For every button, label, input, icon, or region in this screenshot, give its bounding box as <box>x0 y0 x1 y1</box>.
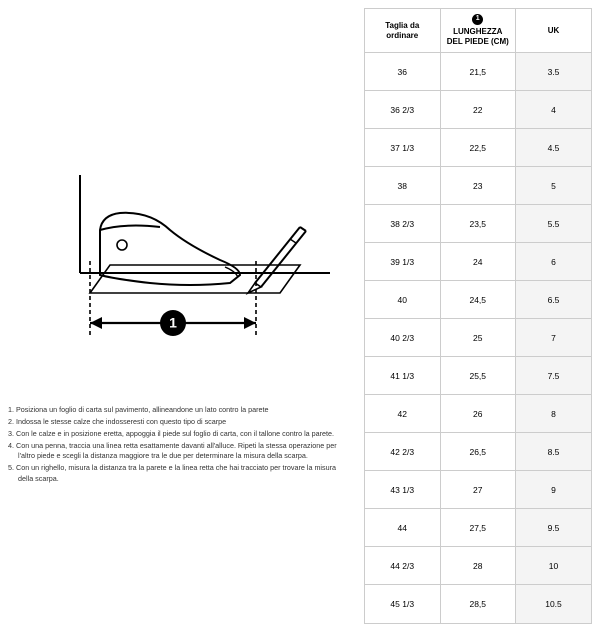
col-header-lunghezza: 1 LUNGHEZZA DEL PIEDE (CM) <box>440 9 516 53</box>
table-cell: 41 1/3 <box>365 357 441 395</box>
table-cell: 4.5 <box>516 129 592 167</box>
table-cell: 7 <box>516 319 592 357</box>
col-badge: 1 <box>472 14 483 25</box>
table-cell: 22,5 <box>440 129 516 167</box>
table-cell: 10 <box>516 547 592 585</box>
col-header-taglia: Taglia da ordinare <box>365 9 441 53</box>
table-cell: 36 2/3 <box>365 91 441 129</box>
table-cell: 21,5 <box>440 53 516 91</box>
instruction-item: 3. Con le calze e in posizione eretta, a… <box>8 429 353 439</box>
col-header-uk: UK <box>516 9 592 53</box>
instruction-text: Con le calze e in posizione eretta, appo… <box>16 429 334 438</box>
table-cell: 9.5 <box>516 509 592 547</box>
instruction-num: 1. <box>8 405 16 414</box>
table-cell: 38 2/3 <box>365 205 441 243</box>
instruction-num: 2. <box>8 417 16 426</box>
instruction-text: Con un righello, misura la distanza tra … <box>16 463 336 482</box>
table-cell: 39 1/3 <box>365 243 441 281</box>
table-row: 38235 <box>365 167 592 205</box>
size-chart: Taglia da ordinare 1 LUNGHEZZA DEL PIEDE… <box>364 8 591 623</box>
table-cell: 8 <box>516 395 592 433</box>
table-cell: 22 <box>440 91 516 129</box>
table-cell: 38 <box>365 167 441 205</box>
table-row: 44 2/32810 <box>365 547 592 585</box>
table-cell: 24,5 <box>440 281 516 319</box>
table-cell: 10.5 <box>516 585 592 623</box>
instruction-item: 5. Con un righello, misura la distanza t… <box>8 463 353 484</box>
table-cell: 6.5 <box>516 281 592 319</box>
table-cell: 37 1/3 <box>365 129 441 167</box>
instructions-list: 1. Posiziona un foglio di carta sul pavi… <box>8 405 353 486</box>
instruction-text: Posiziona un foglio di carta sul pavimen… <box>16 405 269 414</box>
table-row: 42268 <box>365 395 592 433</box>
col-header-label: UK <box>548 26 560 35</box>
table-cell: 28,5 <box>440 585 516 623</box>
table-cell: 24 <box>440 243 516 281</box>
table-cell: 44 2/3 <box>365 547 441 585</box>
table-row: 36 2/3224 <box>365 91 592 129</box>
table-cell: 8.5 <box>516 433 592 471</box>
table-row: 42 2/326,58.5 <box>365 433 592 471</box>
table-cell: 23 <box>440 167 516 205</box>
table-cell: 42 <box>365 395 441 433</box>
table-row: 45 1/328,510.5 <box>365 585 592 623</box>
col-header-label: LUNGHEZZA DEL PIEDE (CM) <box>445 27 512 47</box>
foot-measure-diagram: 1 <box>30 175 340 355</box>
table-cell: 28 <box>440 547 516 585</box>
table-row: 3621,53.5 <box>365 53 592 91</box>
table-cell: 25,5 <box>440 357 516 395</box>
table-cell: 40 2/3 <box>365 319 441 357</box>
table-row: 41 1/325,57.5 <box>365 357 592 395</box>
instruction-text: Indossa le stesse calze che indosseresti… <box>16 417 226 426</box>
diagram-svg: 1 <box>30 175 340 355</box>
table-cell: 44 <box>365 509 441 547</box>
table-cell: 6 <box>516 243 592 281</box>
table-row: 39 1/3246 <box>365 243 592 281</box>
table-cell: 25 <box>440 319 516 357</box>
instruction-num: 5. <box>8 463 16 472</box>
table-cell: 45 1/3 <box>365 585 441 623</box>
col-header-label: Taglia da ordinare <box>385 21 419 40</box>
table-header-row: Taglia da ordinare 1 LUNGHEZZA DEL PIEDE… <box>365 9 592 53</box>
table-row: 43 1/3279 <box>365 471 592 509</box>
table-cell: 27 <box>440 471 516 509</box>
size-table: Taglia da ordinare 1 LUNGHEZZA DEL PIEDE… <box>364 8 592 624</box>
table-cell: 7.5 <box>516 357 592 395</box>
table-row: 37 1/322,54.5 <box>365 129 592 167</box>
table-cell: 26 <box>440 395 516 433</box>
table-row: 40 2/3257 <box>365 319 592 357</box>
table-cell: 26,5 <box>440 433 516 471</box>
table-row: 4024,56.5 <box>365 281 592 319</box>
table-cell: 42 2/3 <box>365 433 441 471</box>
table-cell: 40 <box>365 281 441 319</box>
instruction-item: 2. Indossa le stesse calze che indossere… <box>8 417 353 427</box>
instruction-item: 4. Con una penna, traccia una linea rett… <box>8 441 353 462</box>
instruction-text: Con una penna, traccia una linea retta e… <box>16 441 337 460</box>
instruction-item: 1. Posiziona un foglio di carta sul pavi… <box>8 405 353 415</box>
left-panel: 1 1. Posiziona un foglio di carta sul pa… <box>0 0 360 600</box>
table-cell: 43 1/3 <box>365 471 441 509</box>
table-cell: 27,5 <box>440 509 516 547</box>
table-cell: 5.5 <box>516 205 592 243</box>
table-body: 3621,53.536 2/322437 1/322,54.53823538 2… <box>365 53 592 623</box>
table-cell: 23,5 <box>440 205 516 243</box>
table-row: 38 2/323,55.5 <box>365 205 592 243</box>
instruction-num: 4. <box>8 441 16 450</box>
table-cell: 4 <box>516 91 592 129</box>
table-cell: 5 <box>516 167 592 205</box>
table-row: 4427,59.5 <box>365 509 592 547</box>
diagram-badge: 1 <box>169 315 177 331</box>
table-cell: 9 <box>516 471 592 509</box>
table-cell: 36 <box>365 53 441 91</box>
instruction-num: 3. <box>8 429 16 438</box>
table-cell: 3.5 <box>516 53 592 91</box>
